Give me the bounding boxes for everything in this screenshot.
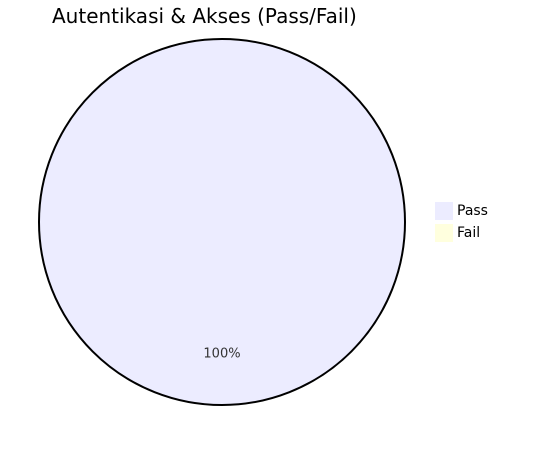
pie-slices bbox=[38, 38, 406, 406]
pie-slice-pass bbox=[38, 38, 406, 406]
chart-title: Autentikasi & Akses (Pass/Fail) bbox=[52, 4, 357, 28]
pie-slice-labels: 100% bbox=[203, 346, 240, 361]
legend-label-pass: Pass bbox=[457, 203, 488, 219]
legend-swatch-fail bbox=[435, 224, 453, 242]
legend: Pass Fail bbox=[435, 200, 488, 244]
legend-item-fail: Fail bbox=[435, 222, 488, 244]
legend-swatch-pass bbox=[435, 202, 453, 220]
pie-slice-label-pass: 100% bbox=[203, 346, 240, 361]
legend-label-fail: Fail bbox=[457, 225, 481, 241]
legend-item-pass: Pass bbox=[435, 200, 488, 222]
